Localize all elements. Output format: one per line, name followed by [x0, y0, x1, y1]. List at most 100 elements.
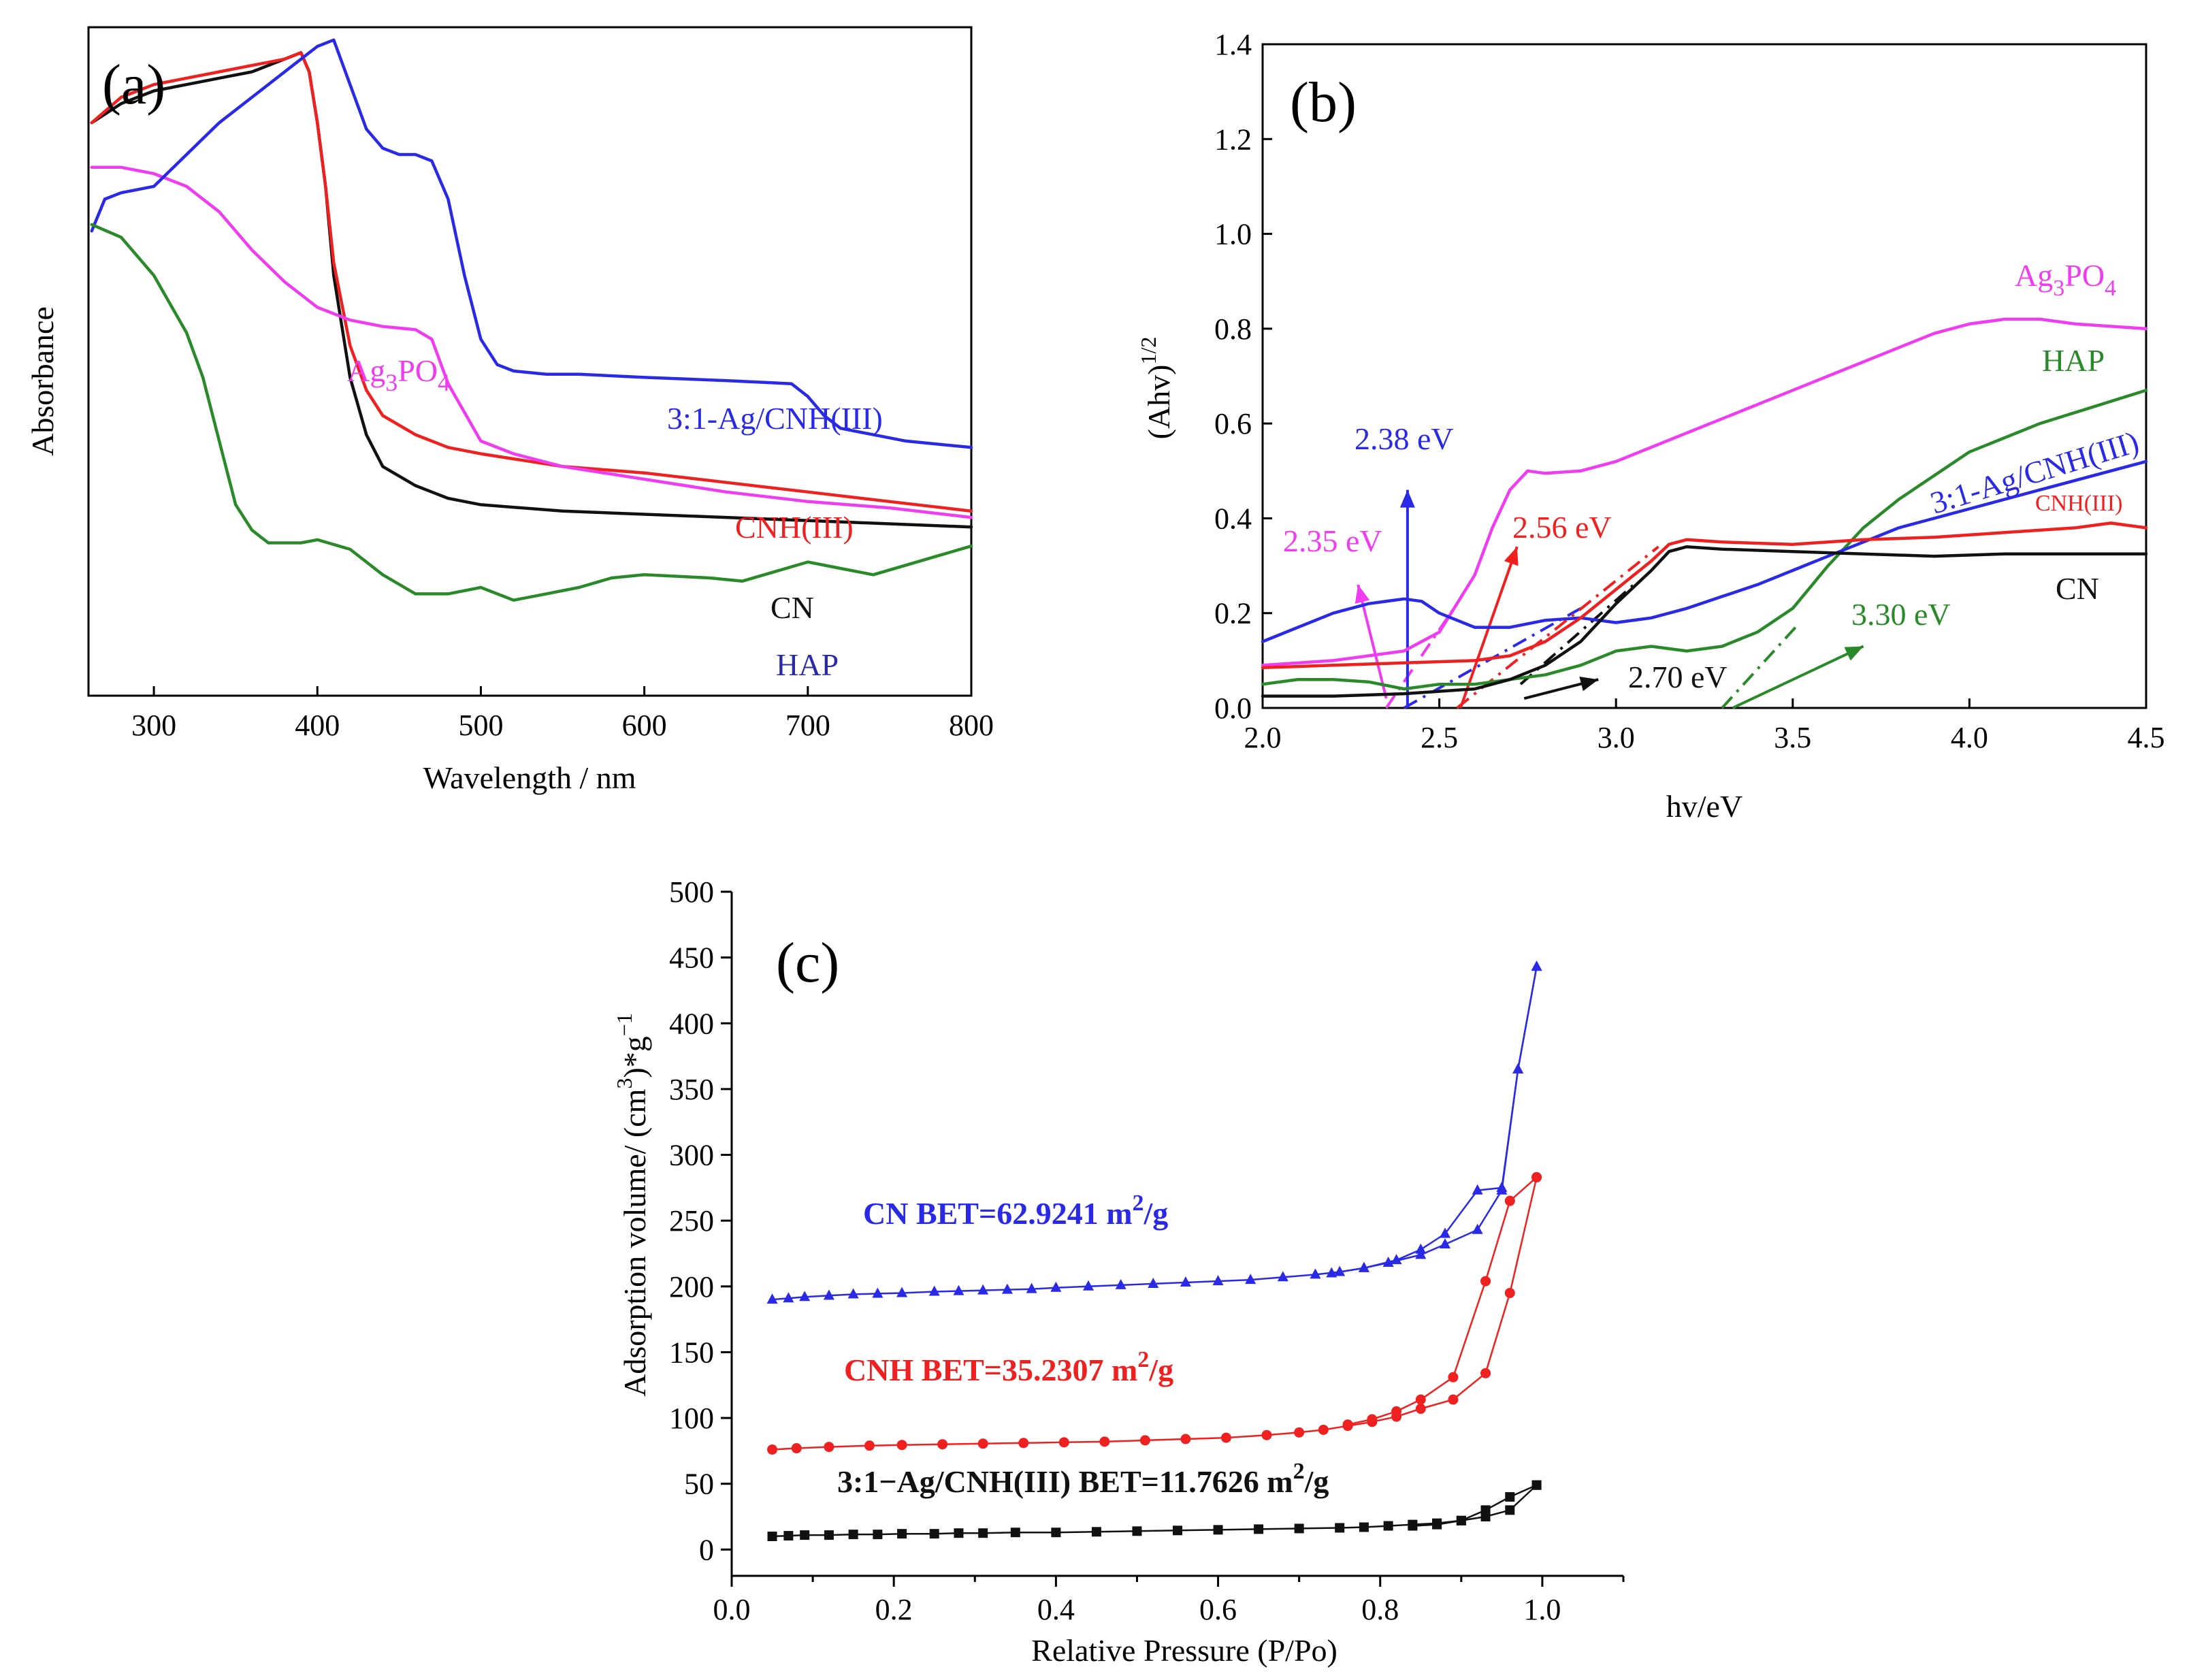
panel-a-ylabel: Absorbance — [25, 306, 60, 456]
panel-c-point-cn — [799, 1291, 811, 1302]
panel-b-x-tick-label: 4.5 — [2128, 721, 2165, 754]
panel-a-uv-vis: 300 400 500 600 700 800 (a) Wavelength / nm A… — [25, 26, 994, 795]
panel-a-series-3-1-ag-cnh-iii- — [90, 38, 973, 449]
panel-c-x-tick-label: 0.0 — [713, 1593, 751, 1626]
panel-b-x-tick-label: 3.5 — [1774, 721, 1811, 754]
panel-c-point-cn — [1115, 1278, 1126, 1289]
panel-c-point-cn — [1382, 1257, 1394, 1267]
panel-c-point-cn — [1083, 1280, 1094, 1291]
panel-b-guide-cn — [1519, 583, 1635, 685]
panel-c-point-3-1-ag-cnh-iii- — [1132, 1526, 1142, 1536]
panel-c-label-cn: CN BET=62.9241 m2/g — [863, 1191, 1168, 1231]
panel-c-point-3-1-ag-cnh-iii- — [1254, 1524, 1264, 1534]
panel-c-point-3-1-ag-cnh-iii- — [1432, 1519, 1442, 1530]
panel-c-point-cn — [1026, 1282, 1037, 1293]
panel-b-arrow-256-head — [1504, 547, 1519, 566]
panel-c-point-3-1-ag-cnh-iii- — [1010, 1528, 1020, 1538]
panel-a-frame — [87, 26, 973, 697]
panel-c-point-3-1-ag-cnh-iii- — [873, 1530, 883, 1540]
panel-c-point-cn — [1310, 1268, 1321, 1279]
panel-b-tauc: 2.0 2.5 3.0 3.5 4.0 4.5 0.0 0.2 0.4 0.6 0.8 1.0 1.2 1… — [1136, 28, 2165, 824]
panel-c-point-cnh — [1448, 1372, 1459, 1383]
panel-c-point-cn — [1472, 1184, 1483, 1195]
panel-b-ticks: 2.0 2.5 3.0 3.5 4.0 4.5 0.0 0.2 0.4 0.6 0.8 1.0 1.2 1… — [1214, 28, 2165, 754]
panel-b-arrow-270-head — [1579, 676, 1599, 692]
panel-c-point-cn — [1496, 1181, 1508, 1192]
panel-a-x-tick-label: 300 — [131, 709, 176, 742]
panel-c-point-cn — [1415, 1243, 1427, 1254]
panel-c-y-tick-label: 250 — [669, 1204, 714, 1238]
panel-c-point-3-1-ag-cnh-iii- — [1051, 1528, 1061, 1538]
panel-b-annot-235: 2.35 eV — [1283, 523, 1382, 558]
panel-c-point-3-1-ag-cnh-iii- — [1091, 1527, 1101, 1537]
panel-c-point-cnh — [1180, 1434, 1191, 1444]
panel-b-label-cnh: CNH(III) — [2035, 491, 2122, 516]
panel-c-point-3-1-ag-cnh-iii- — [783, 1531, 794, 1541]
panel-c-point-3-1-ag-cnh-iii- — [1456, 1515, 1466, 1525]
panel-c-point-cn — [823, 1289, 834, 1300]
panel-c-point-3-1-ag-cnh-iii- — [1505, 1505, 1515, 1515]
panel-b-arrow-235-head — [1355, 584, 1370, 604]
panel-c-label-ag-cnh: 3:1−Ag/CNH(III) BET=11.7626 m2/g — [837, 1459, 1329, 1499]
panel-b-label-ag3po4: Ag3PO4 — [2015, 258, 2116, 301]
panel-c-point-cn — [896, 1287, 908, 1297]
panel-c-x-tick-label: 0.8 — [1361, 1593, 1399, 1626]
panel-c-x-tick-label: 1.0 — [1523, 1593, 1561, 1626]
panel-c-point-cnh — [1220, 1432, 1231, 1443]
panel-c-point-cn — [1415, 1248, 1427, 1259]
panel-a-label-cnh: CNH(III) — [735, 510, 854, 545]
panel-c-point-3-1-ag-cnh-iii- — [1505, 1492, 1515, 1502]
panel-c-point-cn — [1440, 1238, 1450, 1248]
panel-a-series-cn — [90, 51, 973, 529]
panel-c-point-cn — [1440, 1227, 1450, 1238]
panel-c-point-cnh — [1018, 1438, 1029, 1449]
panel-c-point-3-1-ag-cnh-iii- — [897, 1529, 907, 1539]
panel-a-series-hap — [90, 223, 973, 602]
panel-c-point-cnh — [1261, 1429, 1272, 1440]
panel-c-point-3-1-ag-cnh-iii- — [978, 1528, 988, 1538]
panel-b-annot-238: 2.38 eV — [1355, 421, 1454, 456]
panel-a-x-tick-label: 800 — [949, 709, 994, 742]
panel-b-x-tick-label: 3.0 — [1598, 721, 1635, 754]
panel-c-y-tick-label: 500 — [669, 875, 714, 909]
panel-c-point-3-1-ag-cnh-iii- — [1213, 1525, 1223, 1535]
panel-c-point-cnh — [896, 1440, 907, 1451]
panel-c-x-tick-label: 0.4 — [1037, 1593, 1075, 1626]
panel-a-series — [90, 38, 973, 602]
panel-c-y-tick-label: 200 — [669, 1270, 714, 1304]
panel-c-point-cnh — [937, 1439, 948, 1450]
panel-b-label-hap: HAP — [2042, 343, 2105, 378]
panel-b-x-tick-label: 4.0 — [1951, 721, 1988, 754]
panel-b-series-hap — [1261, 389, 2148, 691]
panel-a-x-tick-label: 600 — [622, 709, 667, 742]
panel-c-point-cn — [977, 1284, 989, 1295]
panel-c-y-tick-label: 300 — [669, 1139, 714, 1172]
panel-b-y-tick-label: 0.0 — [1214, 692, 1252, 725]
panel-c-point-3-1-ag-cnh-iii- — [1480, 1505, 1491, 1515]
panel-c-point-cnh — [1367, 1414, 1378, 1425]
panel-c-point-3-1-ag-cnh-iii- — [767, 1532, 777, 1542]
panel-c-point-cnh — [1415, 1404, 1426, 1415]
panel-b-series-cn — [1261, 545, 2148, 698]
panel-c-ylabel: Adsorption volume/ (cm3)*g−1 — [612, 1013, 652, 1397]
panel-c-point-cnh — [1480, 1368, 1491, 1378]
panel-b-x-tick-label: 2.5 — [1421, 721, 1458, 754]
panel-c-point-cnh — [1448, 1394, 1459, 1405]
panel-c-y-tick-label: 350 — [669, 1073, 714, 1106]
panel-b-ylabel: (Ahv)1/2 — [1136, 337, 1176, 440]
panel-c-point-cn — [1326, 1267, 1337, 1278]
panel-c-point-cnh — [1391, 1406, 1402, 1417]
panel-b-y-tick-label: 0.6 — [1214, 407, 1252, 440]
panel-c-point-cnh — [1480, 1276, 1491, 1287]
panel-a-label-ag3po4: Ag3PO4 — [347, 353, 450, 396]
panel-b-series-3-1-ag-cnh-iii- — [1261, 459, 2148, 643]
panel-c-point-cn — [847, 1288, 859, 1299]
panel-a-x-tick-label: 500 — [458, 709, 503, 742]
panel-c-point-cnh — [767, 1444, 778, 1455]
panel-c-point-cn — [1391, 1254, 1402, 1265]
panel-c-point-3-1-ag-cnh-iii- — [1294, 1523, 1304, 1534]
panel-b-y-tick-label: 1.2 — [1214, 123, 1252, 156]
panel-a-x-tick-label: 700 — [785, 709, 830, 742]
panel-b-series — [1261, 317, 2148, 698]
